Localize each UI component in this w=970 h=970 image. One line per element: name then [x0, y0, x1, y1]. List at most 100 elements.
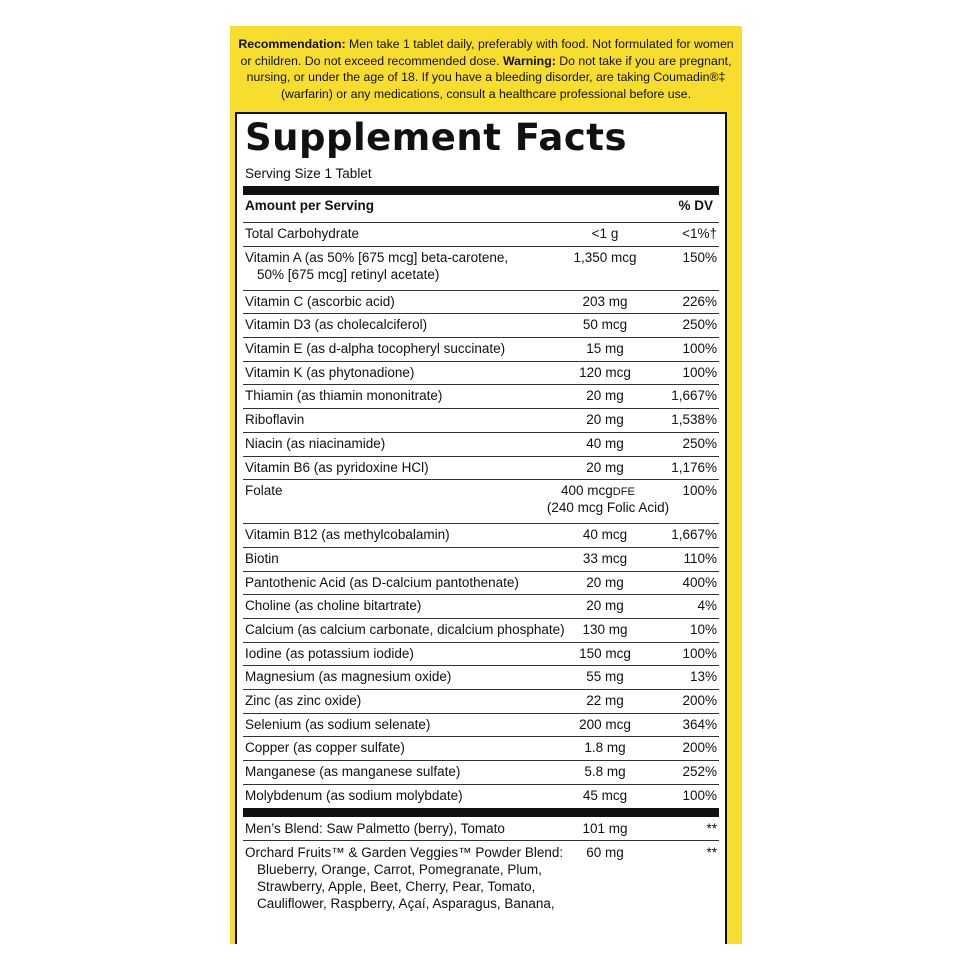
nutrient-amount-value: 20 mg — [586, 574, 624, 590]
nutrient-row: Vitamin B6 (as pyridoxine HCl) 20 mg 1,176… — [243, 455, 719, 480]
nutrient-amount-value: 50 mcg — [582, 317, 628, 333]
nutrient-dv: 13% — [689, 669, 717, 685]
nutrient-row: Total Carbohydrate <1 g <1%† — [243, 222, 719, 246]
nutrient-name: Molybdenum (as sodium molybdate) — [245, 787, 585, 804]
thick-divider — [243, 186, 719, 195]
blend-dv: ** — [706, 821, 717, 837]
nutrient-row: Vitamin A (as 50% [675 mcg] beta-caroten… — [243, 245, 719, 290]
ingredient-line: Blueberry, Orange, Carrot, Pomegranate, … — [257, 862, 542, 878]
nutrient-name: Magnesium (as magnesium oxide) — [245, 668, 585, 685]
nutrient-amount: 1.8 mg — [543, 739, 667, 756]
nutrient-amount-value: 20 mg — [586, 388, 624, 404]
nutrient-amount-value: 150 mcg — [579, 645, 631, 661]
nutrient-name-line: Folate — [245, 483, 283, 499]
recommendation-body: Men take 1 tablet daily, preferably with… — [240, 37, 734, 68]
nutrient-amount-value: 5.8 mg — [584, 764, 626, 780]
nutrient-amount-value: 40 mg — [586, 435, 624, 451]
nutrient-amount: 120 mcg — [543, 364, 667, 381]
nutrient-dv: 100% — [682, 483, 717, 499]
nutrient-name-line: Total Carbohydrate — [245, 226, 360, 241]
nutrient-dv: 100% — [682, 645, 717, 661]
nutrient-row: Magnesium (as magnesium oxide) 55 mg 13% — [243, 665, 719, 689]
nutrient-amount: 130 mg — [543, 621, 667, 638]
nutrient-name: Vitamin A (as 50% [675 mcg] beta-caroten… — [245, 249, 585, 283]
nutrient-row: Choline (as choline bitartrate) 20 mg 4% — [243, 594, 719, 618]
nutrient-name-line: Molybdenum (as sodium molybdate) — [245, 787, 463, 803]
nutrient-name: Copper (as copper sulfate) — [245, 739, 585, 756]
nutrient-table: Total Carbohydrate <1 g <1%† Vitamin A (as … — [243, 222, 719, 807]
nutrient-dv: 250% — [682, 435, 717, 451]
nutrient-name-line: Magnesium (as magnesium oxide) — [245, 669, 452, 685]
nutrient-name: Vitamin D3 (as cholecalciferol) — [245, 316, 585, 333]
nutrient-amount-value: 1,350 mcg — [573, 249, 637, 265]
nutrient-row: Manganese (as manganese sulfate) 5.8 mg 25… — [243, 760, 719, 784]
nutrient-name-line: Riboflavin — [245, 412, 305, 428]
nutrient-dv: 200% — [682, 693, 717, 708]
nutrient-amount-value: 33 mcg — [582, 550, 628, 566]
nutrient-amount-value: 130 mg — [582, 621, 628, 637]
nutrient-amount-value: 55 mg — [586, 669, 624, 685]
ingredient-line: Cauliflower, Raspberry, Açaí, Asparagus,… — [257, 896, 555, 912]
nutrient-name-line: Pantothenic Acid (as D-calcium pantothen… — [245, 574, 519, 590]
column-header: Amount per Serving % DV — [245, 198, 717, 220]
nutrient-row: Pantothenic Acid (as D-calcium pantothen… — [243, 570, 719, 595]
nutrient-amount: 45 mcg — [543, 787, 667, 804]
nutrient-row: Biotin 33 mcg 110% — [243, 546, 719, 571]
nutrient-dv: 110% — [683, 550, 717, 566]
nutrient-dv: 1,538% — [671, 412, 717, 428]
nutrient-amount-value: 200 mcg — [579, 716, 631, 732]
recommendation-heading: Recommendation: — [238, 37, 346, 51]
nutrient-dv: 400% — [682, 574, 717, 590]
nutrient-row: Vitamin C (ascorbic acid) 203 mg 226% — [243, 289, 719, 314]
nutrient-name: Niacin (as niacinamide) — [245, 435, 585, 452]
nutrient-amount-value: 203 mg — [582, 293, 628, 309]
blend-ingredients: Blueberry, Orange, Carrot, Pomegranate, … — [257, 861, 577, 912]
nutrient-name-line: Vitamin K (as phytonadione) — [245, 364, 415, 380]
nutrient-amount: 20 mg — [543, 597, 667, 614]
nutrient-amount-value: 1.8 mg — [584, 740, 626, 756]
nutrient-name: Vitamin K (as phytonadione) — [245, 364, 585, 381]
nutrient-name-line: Vitamin C (ascorbic acid) — [245, 293, 395, 309]
nutrient-name: Zinc (as zinc oxide) — [245, 692, 585, 709]
nutrient-dv: 4% — [697, 598, 717, 614]
nutrient-amount: 200 mcg — [543, 716, 667, 733]
nutrient-name: Vitamin E (as d-alpha tocopheryl succina… — [245, 340, 585, 357]
blend-amount: 60 mg — [586, 845, 624, 861]
nutrient-name-line: Vitamin A (as 50% [675 mcg] beta-caroten… — [245, 249, 509, 265]
nutrient-amount-value: 120 mcg — [579, 364, 631, 380]
nutrient-row: Zinc (as zinc oxide) 22 mg 200% — [243, 689, 719, 713]
row-divider — [243, 840, 719, 842]
nutrient-amount-value: 22 mg — [586, 693, 624, 708]
nutrient-amount: 150 mcg — [543, 645, 667, 662]
nutrient-name-line: Vitamin B12 (as methylcobalamin) — [245, 527, 450, 543]
nutrient-row: Vitamin B12 (as methylcobalamin) 40 mcg 1,… — [243, 523, 719, 547]
nutrient-name: Total Carbohydrate — [245, 225, 585, 242]
nutrient-name-line: Niacin (as niacinamide) — [245, 435, 386, 451]
nutrient-amount-unit: DFE — [612, 486, 635, 499]
nutrient-name-line: Manganese (as manganese sulfate) — [245, 764, 461, 780]
nutrient-dv: 1,667% — [671, 527, 717, 543]
nutrient-name-line: Choline (as choline bitartrate) — [245, 598, 422, 614]
nutrient-dv: 226% — [682, 293, 717, 309]
nutrient-name-line: Thiamin (as thiamin mononitrate) — [245, 388, 443, 404]
nutrient-name-line: Zinc (as zinc oxide) — [245, 693, 362, 708]
warning-heading: Warning: — [502, 53, 556, 68]
nutrient-name: Pantothenic Acid (as D-calcium pantothen… — [245, 574, 585, 591]
thick-divider — [243, 808, 719, 818]
nutrient-amount: 5.8 mg — [543, 763, 667, 780]
nutrient-amount: 20 mg — [543, 411, 667, 428]
nutrient-row: Molybdenum (as sodium molybdate) 45 mcg 10… — [243, 783, 719, 808]
nutrient-row: Niacin (as niacinamide) 40 mg 250% — [243, 431, 719, 456]
nutrient-row: Selenium (as sodium selenate) 200 mcg 364% — [243, 712, 719, 737]
nutrient-name: Vitamin C (ascorbic acid) — [245, 293, 585, 310]
nutrient-row: Calcium (as calcium carbonate, dicalcium… — [243, 617, 719, 642]
nutrient-amount: 40 mg — [543, 435, 667, 452]
nutrient-name: Choline (as choline bitartrate) — [245, 597, 585, 614]
nutrient-subnote: (240 mcg Folic Acid) — [546, 500, 670, 516]
nutrient-dv: <1%† — [682, 226, 717, 241]
nutrient-row: Vitamin K (as phytonadione) 120 mcg 100% — [243, 360, 719, 385]
nutrient-amount: 1,350 mcg — [543, 249, 667, 266]
nutrient-row: Iodine (as potassium iodide) 150 mcg 100% — [243, 641, 719, 666]
nutrient-amount: 20 mg — [543, 574, 667, 591]
nutrient-name-line: 50% [675 mcg] retinyl acetate) — [257, 266, 440, 282]
